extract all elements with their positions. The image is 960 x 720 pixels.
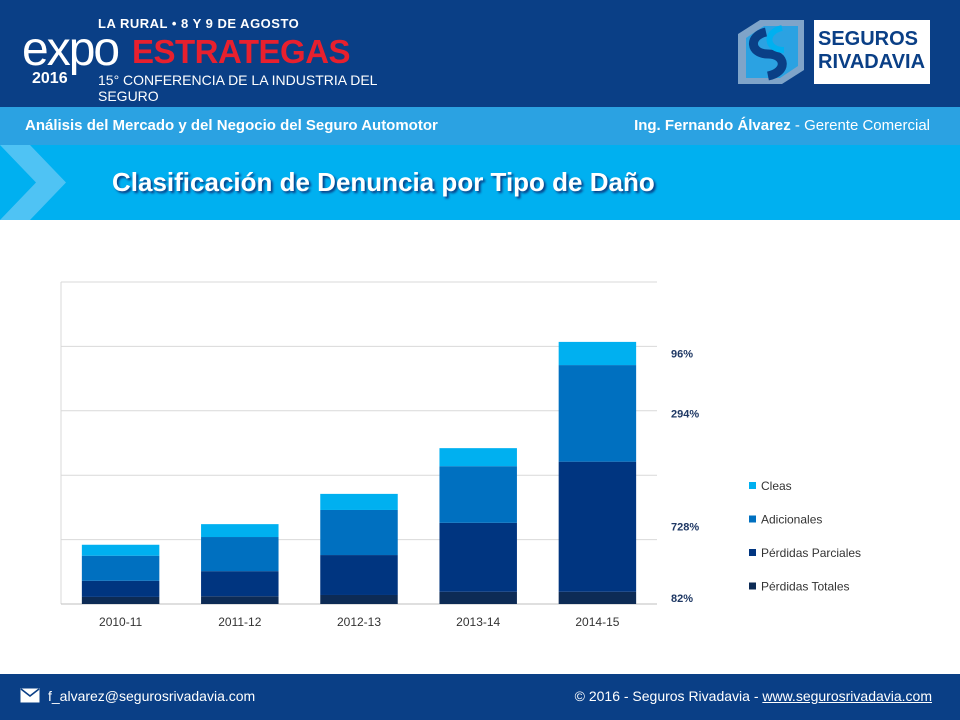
- growth-label: 82%: [671, 593, 693, 605]
- bar-segment: [439, 466, 517, 523]
- footer-email[interactable]: f_alvarez@segurosrivadavia.com: [48, 688, 256, 704]
- chevron-arrow-icon: [0, 145, 66, 220]
- bar-segment: [81, 544, 160, 556]
- speaker-role: Gerente Comercial: [804, 117, 930, 134]
- growth-label: 96%: [671, 348, 693, 360]
- bar-segment: [558, 591, 637, 604]
- chart-bars: [81, 341, 637, 604]
- header-band: LA RURAL • 8 Y 9 DE AGOSTO expo ESTRATEG…: [0, 0, 960, 107]
- legend-swatch: [749, 482, 756, 489]
- brand-expo: expo: [22, 23, 120, 76]
- legend-swatch: [749, 582, 756, 590]
- bar-segment: [201, 571, 279, 597]
- x-tick-label: 2012-13: [337, 615, 381, 629]
- legend-label: Pérdidas Totales: [761, 580, 850, 594]
- event-date-line: LA RURAL • 8 Y 9 DE AGOSTO: [98, 16, 300, 31]
- bar-segment: [201, 596, 279, 604]
- x-tick-label: 2011-12: [218, 615, 261, 629]
- legend-label: Adicionales: [761, 513, 822, 527]
- footer-band: f_alvarez@segurosrivadavia.com © 2016 - …: [0, 674, 960, 720]
- footer-website-link[interactable]: www.segurosrivadavia.com: [762, 688, 932, 704]
- growth-label: 728%: [671, 522, 699, 534]
- bar-segment: [81, 555, 160, 581]
- bar-segment: [81, 580, 160, 597]
- legend-label: Pérdidas Parciales: [761, 546, 861, 560]
- chart-gridlines: [60, 281, 657, 605]
- bar-segment: [558, 461, 637, 592]
- bar-segment: [439, 591, 517, 604]
- chart-legend: Cleas Adicionales Pérdidas Parciales Pérdid…: [749, 479, 861, 594]
- stacked-bar-chart: 2010-11 2011-12 2012-13 2013-14 2014-15 96% 2…: [60, 281, 861, 629]
- bar-segment: [320, 493, 398, 510]
- x-tick-label: 2014-15: [575, 615, 619, 629]
- brand-estrategas: ESTRATEGAS: [132, 33, 351, 70]
- bar-segment: [320, 594, 398, 604]
- bar-segment: [558, 341, 637, 366]
- event-year: 2016: [32, 70, 68, 87]
- footer-copyright-block: © 2016 - Seguros Rivadavia - www.seguros…: [575, 688, 932, 704]
- expoestrategas-logo: LA RURAL • 8 Y 9 DE AGOSTO expo ESTRATEG…: [22, 14, 402, 104]
- subheader-bar: Análisis del Mercado y del Negocio del S…: [0, 107, 960, 145]
- growth-label: 294%: [671, 408, 699, 420]
- bar-segment: [320, 509, 398, 556]
- bar-segment: [320, 555, 398, 595]
- x-tick-label: 2010-11: [99, 615, 142, 629]
- presentation-topic: Análisis del Mercado y del Negocio del S…: [25, 117, 438, 134]
- mail-icon: [20, 688, 40, 703]
- speaker-separator: -: [790, 117, 805, 134]
- footer-copyright: © 2016 - Seguros Rivadavia -: [574, 688, 763, 704]
- chart-x-tick-labels: 2010-11 2011-12 2012-13 2013-14 2014-15: [99, 615, 620, 629]
- legend-label: Cleas: [761, 479, 792, 493]
- bar-segment: [439, 522, 517, 592]
- bar-segment: [558, 365, 637, 462]
- company-logo-icon: [738, 20, 930, 84]
- bar-segment: [201, 524, 279, 538]
- bar-segment: [439, 448, 517, 467]
- conference-line: 15° CONFERENCIA DE LA INDUSTRIA DEL SEGU…: [98, 72, 377, 104]
- bar-segment: [81, 596, 160, 604]
- bar-segment: [201, 537, 279, 572]
- x-tick-label: 2013-14: [456, 615, 500, 629]
- company-name-line2: RIVADAVIA: [818, 51, 926, 73]
- company-name-line1: SEGUROS: [818, 28, 919, 50]
- chart-growth-labels: 96% 294% 728% 82%: [671, 348, 699, 604]
- speaker-name: Ing. Fernando Álvarez: [634, 117, 791, 134]
- title-bar: Clasificación de Denuncia por Tipo de Da…: [0, 145, 960, 220]
- slide-title: Clasificación de Denuncia por Tipo de Da…: [112, 167, 655, 197]
- seguros-rivadavia-logo: SEGUROS RIVADAVIA: [738, 20, 930, 84]
- legend-swatch: [749, 515, 756, 523]
- speaker-info: Ing. Fernando Álvarez - Gerente Comercia…: [634, 117, 930, 134]
- legend-swatch: [749, 549, 756, 556]
